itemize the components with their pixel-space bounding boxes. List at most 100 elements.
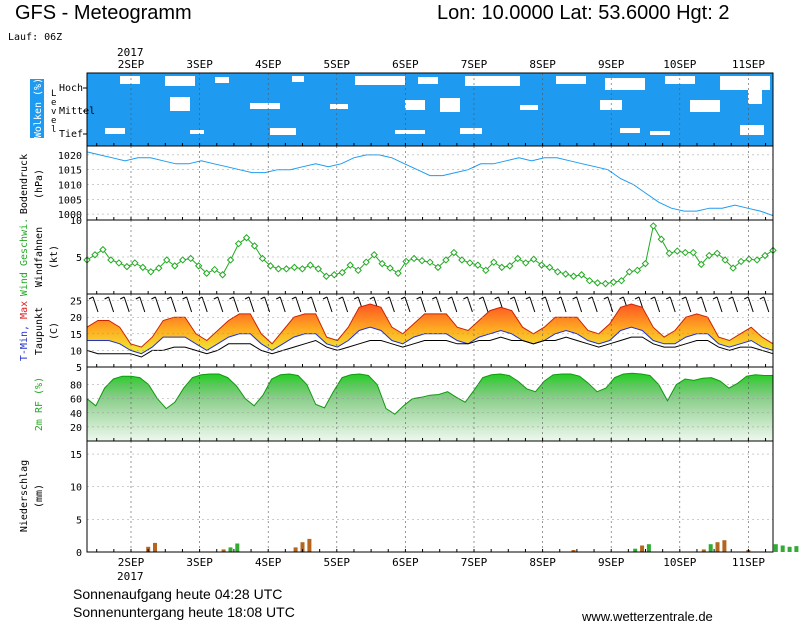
wind-barb	[587, 296, 598, 313]
wind-speed-point	[641, 259, 650, 268]
date-label-top: 5SEP	[324, 58, 351, 71]
wind-speed-point	[657, 235, 666, 243]
temperature-tick-label: 25	[70, 297, 82, 308]
precip-bar	[722, 540, 727, 552]
wind-barb	[88, 296, 99, 313]
precip-bar	[153, 542, 157, 552]
wind-speed-point	[322, 272, 331, 280]
pressure-axis-label: Bodendruck	[19, 154, 30, 214]
precip-bar	[773, 544, 778, 552]
model-run-label: Lauf: 06Z	[8, 32, 63, 43]
precip-bar	[708, 544, 713, 552]
wind-speed-point	[761, 251, 769, 260]
precip-bar	[571, 550, 576, 552]
wind-speed-point	[450, 248, 458, 257]
wind-barbs-axis-label: Windfahnen	[34, 227, 45, 287]
wind-speed-point	[514, 254, 522, 263]
panel-frame-precip	[86, 440, 774, 553]
sunrise-text: Sonnenaufgang heute 04:28 UTC	[73, 586, 283, 602]
wind-speed-point	[306, 261, 315, 269]
wind-speed-point	[394, 269, 402, 277]
pressure-tick-label: 1015	[58, 166, 82, 177]
wind-speed-point	[91, 251, 99, 259]
temperature-tick-label: 5	[76, 363, 82, 374]
cloud-level-letter: v	[51, 107, 56, 117]
wind-barb	[385, 296, 395, 313]
cloud-gap	[690, 100, 720, 112]
date-label-bottom: 2SEP	[118, 556, 145, 569]
wind-speed-point	[506, 262, 514, 270]
wind-speed-point	[218, 271, 227, 279]
humidity-tick-label: 40	[70, 409, 82, 420]
wind-speed-point	[569, 272, 578, 280]
cloud-gap	[165, 76, 195, 86]
wind-speed-point	[673, 247, 681, 255]
date-label-bottom: 5SEP	[324, 556, 351, 569]
wind-speed-point	[362, 258, 370, 266]
date-label-top: 4SEP	[255, 58, 282, 71]
cloud-gap	[215, 77, 229, 83]
pressure-tick-label: 1020	[58, 151, 82, 162]
wind-speed-point	[123, 262, 131, 271]
cloud-gap	[190, 130, 204, 134]
panel-frame-pressure	[86, 145, 774, 221]
cloud-level-letter: l	[51, 125, 56, 135]
precip-bar	[307, 538, 312, 552]
wind-speed-point	[346, 261, 354, 269]
humidity-tick-label: 20	[70, 423, 82, 434]
dewpoint-line	[86, 336, 774, 358]
date-label-top: 3SEP	[186, 58, 213, 71]
wind-barb	[697, 296, 707, 313]
wind-speed-point	[107, 256, 115, 264]
wind-speed-point	[139, 263, 147, 272]
cloud-gap	[740, 125, 764, 135]
cloud-level-label: Mittel	[59, 106, 95, 117]
date-label-top: 9SEP	[598, 58, 625, 71]
cloud-gap	[395, 130, 425, 134]
wind-speed-point	[163, 256, 171, 264]
temperature-axis-label: T-Min, Max	[19, 301, 30, 361]
wind-barb	[603, 296, 614, 313]
wind-speed-point	[442, 256, 450, 264]
wind-speed-point	[402, 257, 410, 266]
cloud-gap	[418, 77, 438, 84]
cloud-gap	[250, 103, 280, 109]
wind-speed-point	[522, 259, 530, 267]
wind-speed-point	[577, 271, 586, 279]
cloud-gap	[605, 78, 645, 90]
wind-speed-point	[171, 262, 179, 270]
wind-speed-point	[737, 257, 745, 266]
cloud-gap	[170, 97, 190, 111]
wind-speed-point	[729, 264, 737, 272]
wind-speed-point	[234, 239, 243, 248]
temperature-tick-label: 10	[70, 346, 82, 357]
wind-speed-point	[274, 265, 283, 273]
precip-bar	[300, 542, 305, 552]
wind-speed-point	[498, 263, 506, 272]
date-label-bottom: 4SEP	[255, 556, 282, 569]
cloud-gap	[440, 98, 460, 112]
cloud-gap	[292, 76, 304, 82]
wind-barb	[213, 296, 224, 313]
wind-unit-label: (kt)	[49, 245, 60, 269]
wind-barb	[712, 296, 723, 313]
wind-speed-point	[617, 276, 626, 285]
precip-tick-label: 15	[70, 450, 82, 461]
precip-bar	[221, 549, 226, 552]
wind-speed-point	[458, 256, 466, 264]
temperature-band	[87, 304, 773, 354]
wind-barb	[244, 296, 255, 313]
wind-barb	[650, 296, 661, 313]
wind-barb	[728, 296, 739, 313]
cloud-level-letter: e	[51, 98, 56, 108]
wind-speed-point	[386, 264, 394, 272]
precip-bar	[293, 547, 298, 552]
wind-barb	[743, 296, 754, 313]
wind-barb	[322, 296, 333, 313]
wind-speed-point	[585, 276, 594, 285]
cloud-gap	[270, 128, 296, 135]
cloud-gap	[520, 105, 538, 110]
location-coordinates: Lon: 10.0000 Lat: 53.6000 Hgt: 2	[437, 2, 730, 24]
year-label-top: 2017	[117, 46, 144, 59]
wind-speed-point	[179, 256, 187, 264]
